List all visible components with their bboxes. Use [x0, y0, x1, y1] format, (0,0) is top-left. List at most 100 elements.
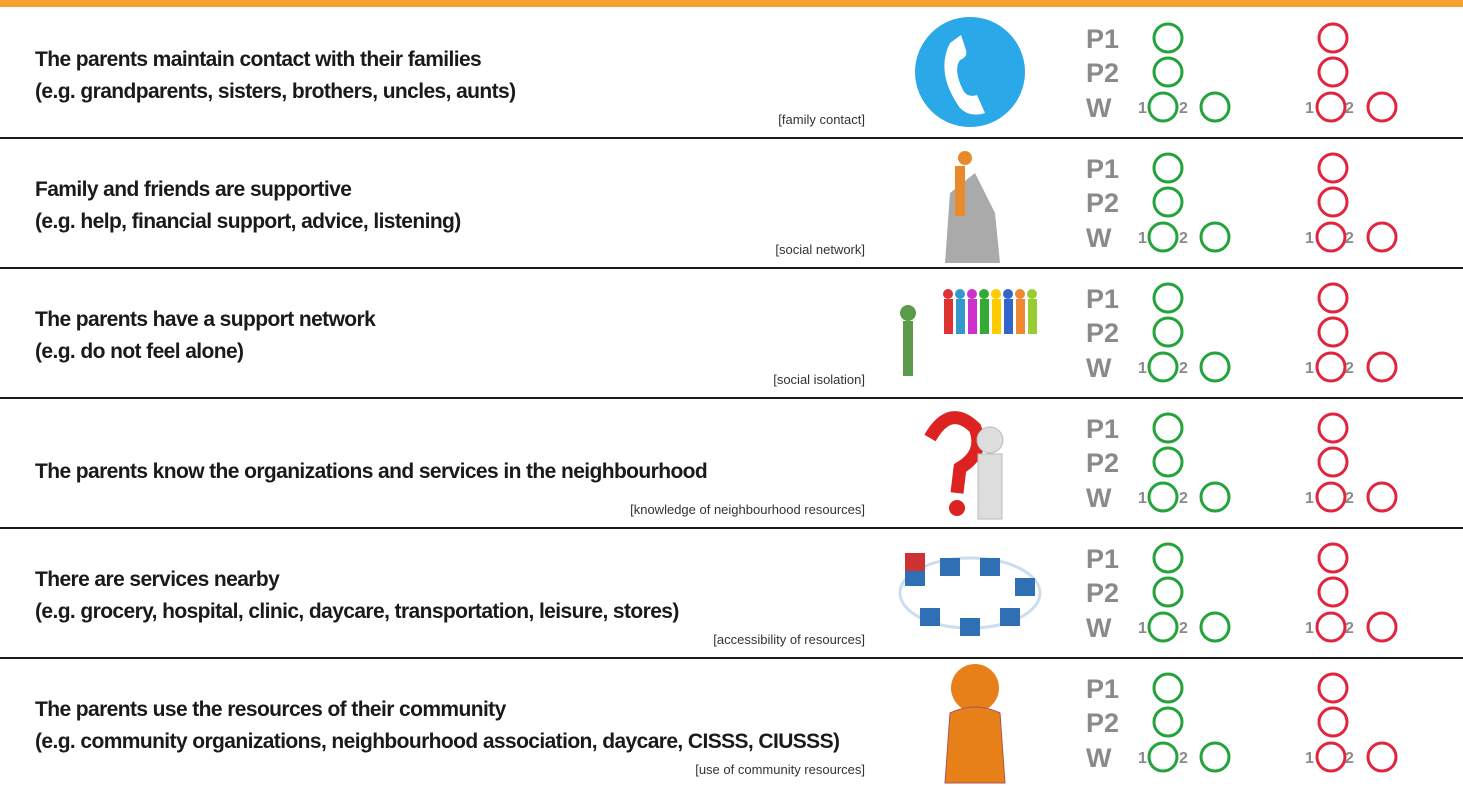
rating-label: P2 — [1086, 58, 1119, 88]
crowd-body — [1004, 299, 1013, 334]
statement: (e.g. community organizations, neighbour… — [35, 730, 839, 753]
crowd-body — [968, 299, 977, 334]
w-circle[interactable] — [1315, 91, 1347, 123]
no-circle[interactable] — [1317, 186, 1349, 218]
yes-circle[interactable] — [1152, 282, 1184, 314]
tag: [knowledge of neighbourhood resources] — [630, 502, 865, 517]
rating-label: P2 — [1086, 188, 1119, 218]
no-circle[interactable] — [1317, 706, 1349, 738]
scale-number: 2 — [1345, 620, 1354, 637]
w-circle[interactable] — [1147, 481, 1179, 513]
yes-circle[interactable] — [1152, 542, 1184, 574]
no-circle[interactable] — [1317, 542, 1349, 574]
w-circle[interactable] — [1147, 91, 1179, 123]
house-icon — [1000, 608, 1020, 626]
yes-circle[interactable] — [1152, 706, 1184, 738]
statement: Family and friends are supportive — [35, 178, 351, 201]
question-dot — [949, 500, 965, 516]
scale-number: 2 — [1345, 490, 1354, 507]
w-circle[interactable] — [1199, 91, 1231, 123]
rating-label: P1 — [1086, 284, 1119, 314]
yes-circle[interactable] — [1152, 22, 1184, 54]
w-circle[interactable] — [1315, 741, 1347, 773]
tag: [social isolation] — [773, 372, 865, 387]
statement: The parents know the organizations and s… — [35, 460, 707, 483]
crowd-body — [980, 299, 989, 334]
rating-label: W — [1086, 93, 1112, 123]
scale-number: 1 — [1305, 230, 1314, 247]
climber — [958, 151, 972, 165]
w-circle[interactable] — [1366, 481, 1398, 513]
yes-circle[interactable] — [1152, 186, 1184, 218]
yes-circle[interactable] — [1152, 576, 1184, 608]
crowd-body — [944, 299, 953, 334]
w-circle[interactable] — [1315, 611, 1347, 643]
no-circle[interactable] — [1317, 672, 1349, 704]
tag: [social network] — [775, 242, 865, 257]
w-circle[interactable] — [1147, 741, 1179, 773]
statement: (e.g. grandparents, sisters, brothers, u… — [35, 80, 516, 103]
w-circle[interactable] — [1199, 481, 1231, 513]
no-circle[interactable] — [1317, 56, 1349, 88]
scale-number: 2 — [1345, 750, 1354, 767]
house-icon — [1015, 578, 1035, 596]
scale-number: 2 — [1179, 490, 1188, 507]
no-circle[interactable] — [1317, 282, 1349, 314]
person-head — [951, 664, 999, 712]
w-circle[interactable] — [1147, 611, 1179, 643]
crowd-body — [1028, 299, 1037, 334]
person-body — [944, 706, 1006, 784]
scale-number: 2 — [1179, 620, 1188, 637]
statement: The parents have a support network — [35, 308, 376, 331]
statement: (e.g. do not feel alone) — [35, 340, 243, 363]
w-circle[interactable] — [1147, 351, 1179, 383]
w-circle[interactable] — [1366, 91, 1398, 123]
yes-circle[interactable] — [1152, 56, 1184, 88]
header-band — [0, 0, 1463, 7]
scale-number: 1 — [1138, 750, 1147, 767]
w-circle[interactable] — [1199, 351, 1231, 383]
no-circle[interactable] — [1317, 576, 1349, 608]
w-circle[interactable] — [1366, 611, 1398, 643]
rating-label: P2 — [1086, 708, 1119, 738]
w-circle[interactable] — [1199, 611, 1231, 643]
rating-label: P1 — [1086, 544, 1119, 574]
thinker-head — [976, 426, 1004, 454]
no-circle[interactable] — [1317, 446, 1349, 478]
scale-number: 1 — [1305, 750, 1314, 767]
w-circle[interactable] — [1315, 351, 1347, 383]
yes-circle[interactable] — [1152, 446, 1184, 478]
w-circle[interactable] — [1199, 741, 1231, 773]
crowd-figure — [943, 289, 953, 299]
w-circle[interactable] — [1366, 351, 1398, 383]
house-icon — [920, 608, 940, 626]
w-circle[interactable] — [1199, 221, 1231, 253]
phone-icon — [915, 17, 1025, 127]
scale-number: 1 — [1305, 490, 1314, 507]
rating-label: W — [1086, 223, 1112, 253]
w-circle[interactable] — [1315, 481, 1347, 513]
crowd-figure — [991, 289, 1001, 299]
yes-circle[interactable] — [1152, 412, 1184, 444]
rating-label: P2 — [1086, 318, 1119, 348]
w-circle[interactable] — [1147, 221, 1179, 253]
house-icon — [905, 553, 925, 571]
no-circle[interactable] — [1317, 316, 1349, 348]
w-circle[interactable] — [1366, 221, 1398, 253]
w-circle[interactable] — [1315, 221, 1347, 253]
no-circle[interactable] — [1317, 22, 1349, 54]
no-circle[interactable] — [1317, 412, 1349, 444]
scale-number: 1 — [1138, 490, 1147, 507]
yes-circle[interactable] — [1152, 152, 1184, 184]
scale-number: 2 — [1345, 230, 1354, 247]
house-icon — [980, 558, 1000, 576]
w-circle[interactable] — [1366, 741, 1398, 773]
rating-label: P1 — [1086, 674, 1119, 704]
statement: There are services nearby — [35, 568, 280, 591]
yes-circle[interactable] — [1152, 316, 1184, 348]
yes-circle[interactable] — [1152, 672, 1184, 704]
no-circle[interactable] — [1317, 152, 1349, 184]
rating-label: W — [1086, 743, 1112, 773]
scale-number: 2 — [1179, 230, 1188, 247]
